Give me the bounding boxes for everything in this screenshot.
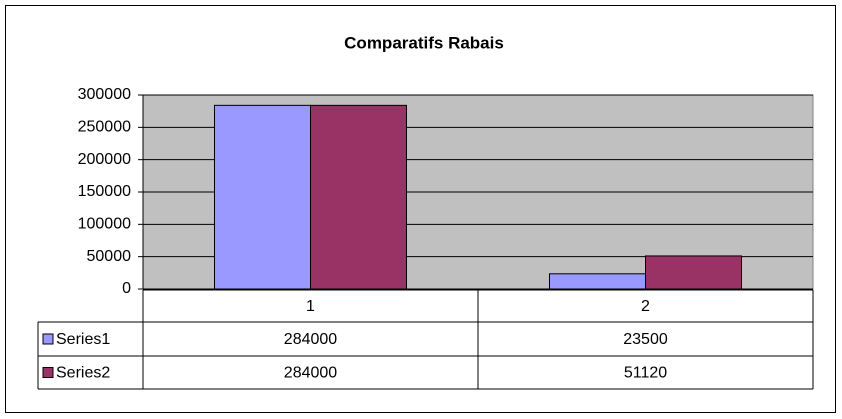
y-tick-label: 200000 — [78, 151, 131, 168]
table-value: 284000 — [284, 365, 337, 382]
y-tick-label: 300000 — [78, 86, 131, 103]
legend-label: Series1 — [56, 331, 110, 348]
legend-swatch — [42, 367, 54, 378]
bar — [548, 273, 647, 290]
table-value: 51120 — [624, 365, 667, 382]
y-tick-label: 0 — [122, 280, 131, 297]
bar — [645, 255, 743, 290]
y-tick-label: 100000 — [78, 216, 131, 233]
y-tick-label: 50000 — [87, 248, 132, 265]
legend-label: Series2 — [56, 365, 110, 382]
table-value: 284000 — [284, 331, 337, 348]
legend-swatch — [42, 333, 54, 345]
x-tick-label: 1 — [306, 298, 315, 315]
y-tick-label: 250000 — [78, 119, 131, 136]
chart-title: Comparatifs Rabais — [344, 33, 504, 52]
y-tick-label: 150000 — [78, 183, 131, 200]
x-tick-label: 2 — [641, 298, 650, 315]
bar — [213, 104, 311, 290]
table-value: 23500 — [623, 331, 668, 348]
bar — [310, 104, 408, 290]
